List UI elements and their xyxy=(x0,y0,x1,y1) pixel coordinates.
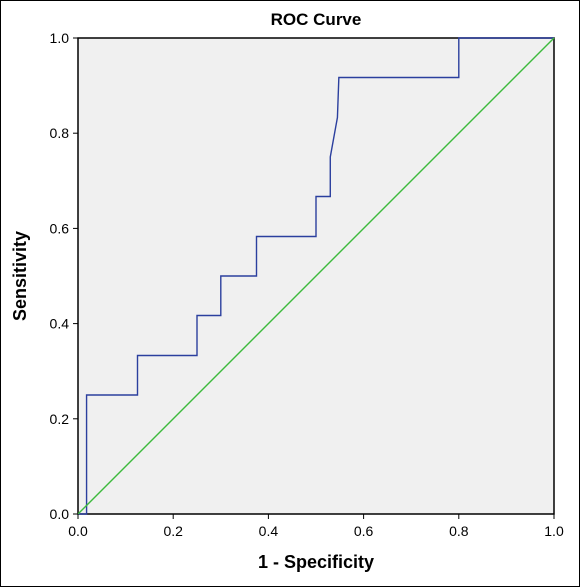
x-tick-label: 0.4 xyxy=(259,523,279,539)
x-tick-label: 0.2 xyxy=(163,523,183,539)
y-axis-label: Sensitivity xyxy=(10,231,30,321)
y-tick-label: 0.2 xyxy=(50,411,70,427)
reference-line-line xyxy=(77,37,555,515)
y-tick-label: 0.6 xyxy=(50,220,70,236)
y-tick-label: 0.4 xyxy=(50,316,70,332)
y-tick-label: 0.8 xyxy=(50,125,70,141)
x-tick-label: 1.0 xyxy=(544,523,564,539)
x-axis-label: 1 - Specificity xyxy=(258,552,374,572)
y-tick-label: 1.0 xyxy=(50,30,70,46)
series-layer xyxy=(77,37,555,515)
chart-title: ROC Curve xyxy=(271,10,362,29)
x-tick-label: 0.6 xyxy=(354,523,374,539)
x-tick-label: 0.8 xyxy=(449,523,469,539)
ticks-layer: 0.0 0.2 0.4 0.6 0.8 1.0 0.0 0.2 0.4 0.6 0.8 1.0 xyxy=(50,30,564,539)
roc-curve-line xyxy=(78,37,554,515)
x-tick-label: 0.0 xyxy=(68,523,88,539)
y-tick-label: 0.0 xyxy=(50,506,70,522)
